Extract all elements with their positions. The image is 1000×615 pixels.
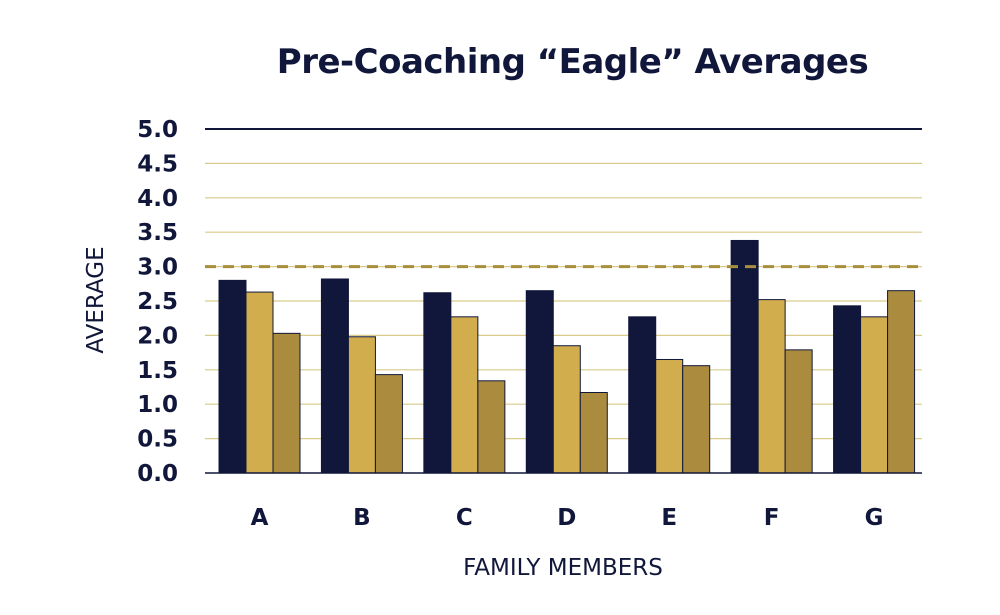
- y-tick-label: 3.5: [137, 220, 178, 246]
- y-tick-label: 3.0: [137, 255, 178, 281]
- bar: [860, 316, 889, 474]
- bar: [784, 349, 813, 474]
- y-axis-label: AVERAGE: [83, 246, 109, 353]
- bar: [730, 239, 759, 474]
- bar: [347, 336, 376, 474]
- bar: [374, 374, 403, 474]
- bar: [579, 392, 608, 474]
- bar: [833, 305, 862, 474]
- y-tick-label: 2.5: [137, 289, 178, 315]
- y-tick-label: 1.5: [137, 358, 178, 384]
- x-tick-label: C: [456, 505, 473, 531]
- x-tick-label: D: [557, 505, 576, 531]
- y-tick-label: 0.5: [137, 427, 178, 453]
- bar: [245, 291, 274, 474]
- x-tick-label: B: [353, 505, 371, 531]
- chart-title: Pre-Coaching “Eagle” Averages: [276, 42, 869, 82]
- bar: [628, 316, 657, 474]
- x-axis-label: FAMILY MEMBERS: [463, 555, 663, 581]
- y-tick-label: 5.0: [137, 117, 178, 143]
- bar: [320, 278, 349, 474]
- bar: [525, 290, 554, 474]
- x-axis-ticks: A B C D E F G: [251, 505, 884, 531]
- y-tick-label: 4.5: [137, 151, 178, 177]
- bar: [450, 316, 479, 474]
- bar: [272, 332, 301, 474]
- x-tick-label: G: [865, 505, 884, 531]
- bar: [218, 279, 247, 474]
- y-axis-ticks: 0.0 0.5 1.0 1.5 2.0 2.5 3.0 3.5 4.0 4.5 5.0: [137, 117, 178, 487]
- y-tick-label: 2.0: [137, 323, 178, 349]
- y-tick-label: 1.0: [137, 392, 178, 418]
- x-tick-label: F: [764, 505, 780, 531]
- y-tick-label: 4.0: [137, 186, 178, 212]
- bar: [682, 365, 711, 474]
- bar: [477, 380, 506, 474]
- y-tick-label: 0.0: [137, 461, 178, 487]
- bars: [205, 239, 922, 474]
- bar: [757, 299, 786, 474]
- bar: [655, 358, 684, 474]
- bar: [423, 292, 452, 474]
- bar: [887, 290, 916, 474]
- x-tick-label: A: [251, 505, 269, 531]
- bar: [552, 345, 581, 474]
- x-tick-label: E: [661, 505, 677, 531]
